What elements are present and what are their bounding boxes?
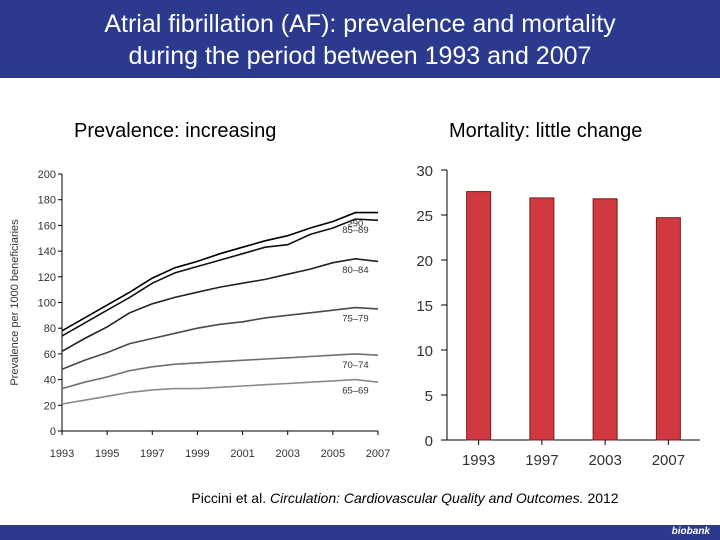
y-tick-label: 100 bbox=[38, 298, 56, 310]
y-tick-label: 25 bbox=[416, 208, 433, 225]
bar-1997 bbox=[529, 197, 555, 441]
y-tick-label: 60 bbox=[44, 349, 56, 361]
series-line-5 bbox=[61, 211, 378, 332]
x-tick-label: 2005 bbox=[321, 448, 345, 460]
series-line-3 bbox=[61, 257, 379, 352]
y-tick-label: 10 bbox=[416, 343, 433, 360]
x-tick-label: 1999 bbox=[185, 448, 209, 460]
prevalence-subtitle: Prevalence: increasing bbox=[74, 120, 277, 142]
y-tick-label: 140 bbox=[38, 246, 56, 258]
citation-journal: Circulation: Cardiovascular Quality and … bbox=[269, 490, 584, 506]
series-line-4 bbox=[61, 218, 379, 337]
series-label: 85–89 bbox=[342, 225, 368, 236]
x-tick-label: 2007 bbox=[652, 452, 685, 469]
series-line-0 bbox=[61, 378, 379, 405]
series-label: 80–84 bbox=[342, 265, 368, 276]
x-tick-label: 2007 bbox=[366, 448, 390, 460]
x-tick-label: 2003 bbox=[588, 452, 621, 469]
citation: Piccini et al. Circulation: Cardiovascul… bbox=[0, 490, 720, 506]
footer-bar: biobank bbox=[0, 525, 720, 540]
y-tick-label: 160 bbox=[38, 220, 56, 232]
citation-year: 2012 bbox=[583, 490, 619, 506]
x-tick-label: 2001 bbox=[230, 448, 254, 460]
x-tick-label: 1993 bbox=[462, 452, 495, 469]
x-tick-label: 2003 bbox=[275, 448, 299, 460]
series-label: 70–74 bbox=[342, 360, 368, 371]
title-banner: Atrial fibrillation (AF): prevalence and… bbox=[0, 0, 720, 78]
x-tick-label: 1993 bbox=[50, 448, 74, 460]
y-tick-label: 0 bbox=[50, 426, 56, 438]
series-label: ≥90 bbox=[348, 219, 364, 230]
y-tick-label: 40 bbox=[44, 375, 56, 387]
y-tick-label: 20 bbox=[44, 400, 56, 412]
y-tick-label: 20 bbox=[416, 253, 433, 270]
series-label: 65–69 bbox=[342, 386, 368, 397]
slide-title-line-2: during the period between 1993 and 2007 bbox=[128, 42, 592, 70]
y-tick-label: 180 bbox=[38, 195, 56, 207]
y-tick-label: 200 bbox=[38, 169, 56, 181]
bar-1993 bbox=[466, 191, 492, 441]
series-label: 75–79 bbox=[342, 314, 368, 325]
mortality-subtitle: Mortality: little change bbox=[449, 120, 643, 142]
slide-title: Atrial fibrillation (AF): prevalence and… bbox=[0, 8, 720, 72]
y-tick-label: 120 bbox=[38, 272, 56, 284]
x-tick-label: 1997 bbox=[525, 452, 558, 469]
y-tick-label: 0 bbox=[425, 433, 433, 450]
y-tick-label: 15 bbox=[416, 298, 433, 315]
biobank-logo: biobank bbox=[671, 526, 710, 537]
series-line-2 bbox=[61, 306, 379, 371]
y-tick-label: 80 bbox=[44, 323, 56, 335]
citation-authors: Piccini et al. bbox=[191, 490, 270, 506]
x-tick-label: 1997 bbox=[140, 448, 164, 460]
bar-2007 bbox=[655, 217, 681, 441]
bar-2003 bbox=[592, 198, 618, 441]
slide-title-line-1: Atrial fibrillation (AF): prevalence and… bbox=[104, 10, 616, 38]
mortality-bar-chart: 0 5 10 15 20 25 30 1993 1997 2003 2007 bbox=[416, 163, 700, 469]
x-tick-label: 1995 bbox=[95, 448, 119, 460]
y-tick-label: 30 bbox=[416, 163, 433, 180]
series-line-1 bbox=[61, 353, 379, 390]
y-axis-title: Prevalence per 1000 beneficiaries bbox=[9, 219, 21, 386]
y-tick-label: 5 bbox=[425, 388, 433, 405]
prevalence-line-chart: 0 20 40 60 80 100 120 140 160 180 200 1993 1995 1997 1… bbox=[9, 169, 390, 460]
